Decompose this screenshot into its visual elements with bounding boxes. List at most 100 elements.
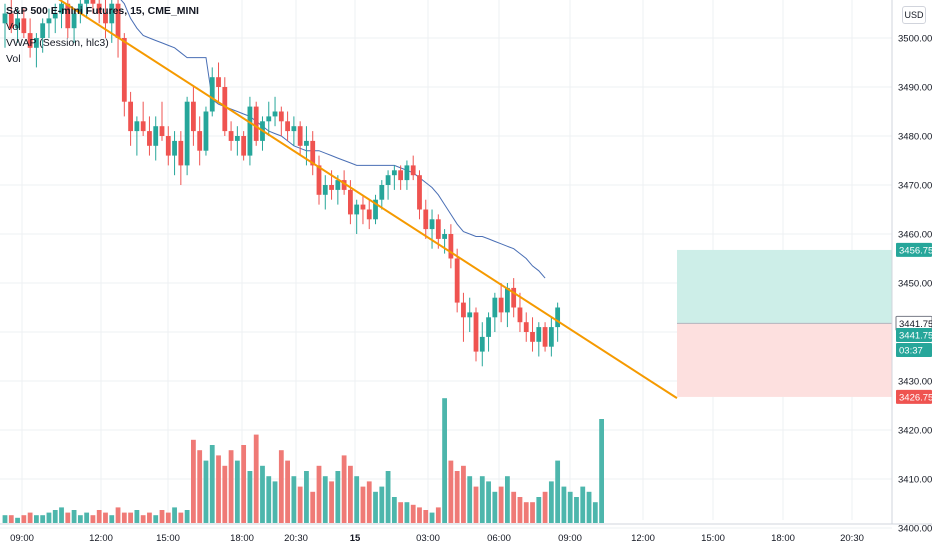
candle (8, 0, 14, 34)
candle (523, 312, 529, 342)
candle-body (373, 199, 378, 220)
volume-bar (561, 486, 567, 523)
candle (391, 165, 397, 190)
volume-bar (555, 460, 561, 523)
vwap-layer (120, 0, 546, 279)
volume-bar (429, 512, 435, 523)
volume-bar (592, 502, 598, 523)
candle (90, 0, 96, 14)
candle-body (354, 204, 360, 215)
candle-body (109, 3, 115, 24)
vwap-line (120, 0, 546, 279)
candle-body (234, 136, 240, 141)
candle (379, 180, 385, 210)
candle-body (479, 336, 485, 352)
candle (548, 317, 554, 357)
volume-bar (172, 507, 177, 523)
volume-bar (523, 502, 529, 523)
volume-bar (467, 476, 473, 523)
candle (511, 278, 517, 318)
candle-body (417, 175, 422, 210)
volume-bar (253, 434, 259, 523)
candle (536, 322, 542, 357)
legend-vol-2[interactable]: Vol (6, 53, 21, 65)
volume-bar (128, 512, 133, 523)
candle-body (272, 111, 278, 117)
candle (121, 33, 127, 117)
candle-body (59, 3, 64, 14)
candle (297, 121, 303, 156)
volume-bar (278, 450, 284, 523)
volume-bar (15, 517, 20, 523)
candle (209, 67, 215, 117)
volume-bar (366, 481, 372, 523)
volume-bar (398, 502, 404, 523)
candle-body (52, 13, 58, 19)
position-zones (677, 249, 892, 397)
legend-symbol-title[interactable]: S&P 500 E-mini Futures, 15, CME_MINI (6, 5, 199, 17)
candle (260, 116, 265, 151)
candle (278, 106, 284, 136)
volume-bar (103, 512, 108, 523)
volume-bar (77, 515, 83, 523)
candle-body (492, 297, 498, 318)
x-tick-label: 12:00 (89, 533, 113, 544)
y-tick-label: 3420.00 (898, 426, 932, 437)
volume-bar (115, 507, 121, 523)
candle (517, 292, 523, 332)
chart-legend: S&P 500 E-mini Futures, 15, CME_MINI Vol… (6, 3, 199, 67)
volume-bar (234, 460, 240, 523)
candle-body (147, 131, 152, 146)
volume-bar (410, 504, 416, 523)
candle-body (40, 23, 46, 38)
candle-body (153, 126, 159, 146)
price-label-text: 03:37 (899, 346, 923, 357)
candle (34, 33, 39, 68)
candle (128, 91, 133, 146)
candle (165, 126, 171, 166)
volume-bar (84, 512, 90, 523)
volume-bar (8, 515, 14, 523)
volume-bar (329, 481, 334, 523)
volume-bar (586, 491, 592, 523)
candle (266, 101, 272, 136)
candle (109, 0, 115, 43)
candle (423, 199, 429, 239)
candle-body (517, 307, 523, 323)
volume-bar (536, 497, 542, 523)
legend-vol[interactable]: Vol (6, 21, 21, 33)
candle-body (84, 0, 90, 4)
volume-bar (548, 481, 554, 523)
candle-body (15, 18, 20, 29)
candle (429, 209, 435, 249)
volume-bar (147, 512, 152, 523)
x-tick-label: 15 (350, 533, 361, 544)
candle-body (498, 297, 504, 313)
candle-body (241, 136, 247, 156)
volume-bar (492, 491, 498, 523)
currency-button[interactable]: USD (902, 6, 926, 24)
candles (2, 0, 561, 367)
candle-body (555, 307, 561, 328)
legend-vwap[interactable]: VWAP (Session, hlc3) (6, 37, 109, 49)
price-label-bg (896, 389, 932, 404)
candle (191, 87, 196, 146)
candle-body (178, 140, 184, 166)
volume-bar (65, 512, 71, 523)
volume-bar (310, 491, 316, 523)
volume-bar (379, 486, 385, 523)
candle-body (297, 126, 303, 146)
candle-body (222, 87, 228, 132)
candle (216, 62, 221, 102)
candle (442, 229, 447, 254)
candle (197, 116, 203, 166)
candle (77, 0, 83, 24)
trendline-layer (58, 0, 678, 399)
y-tick-label: 3470.00 (898, 181, 932, 192)
candle-body (511, 287, 517, 308)
x-tick-label: 06:00 (487, 533, 511, 544)
volume-bar (454, 471, 460, 523)
